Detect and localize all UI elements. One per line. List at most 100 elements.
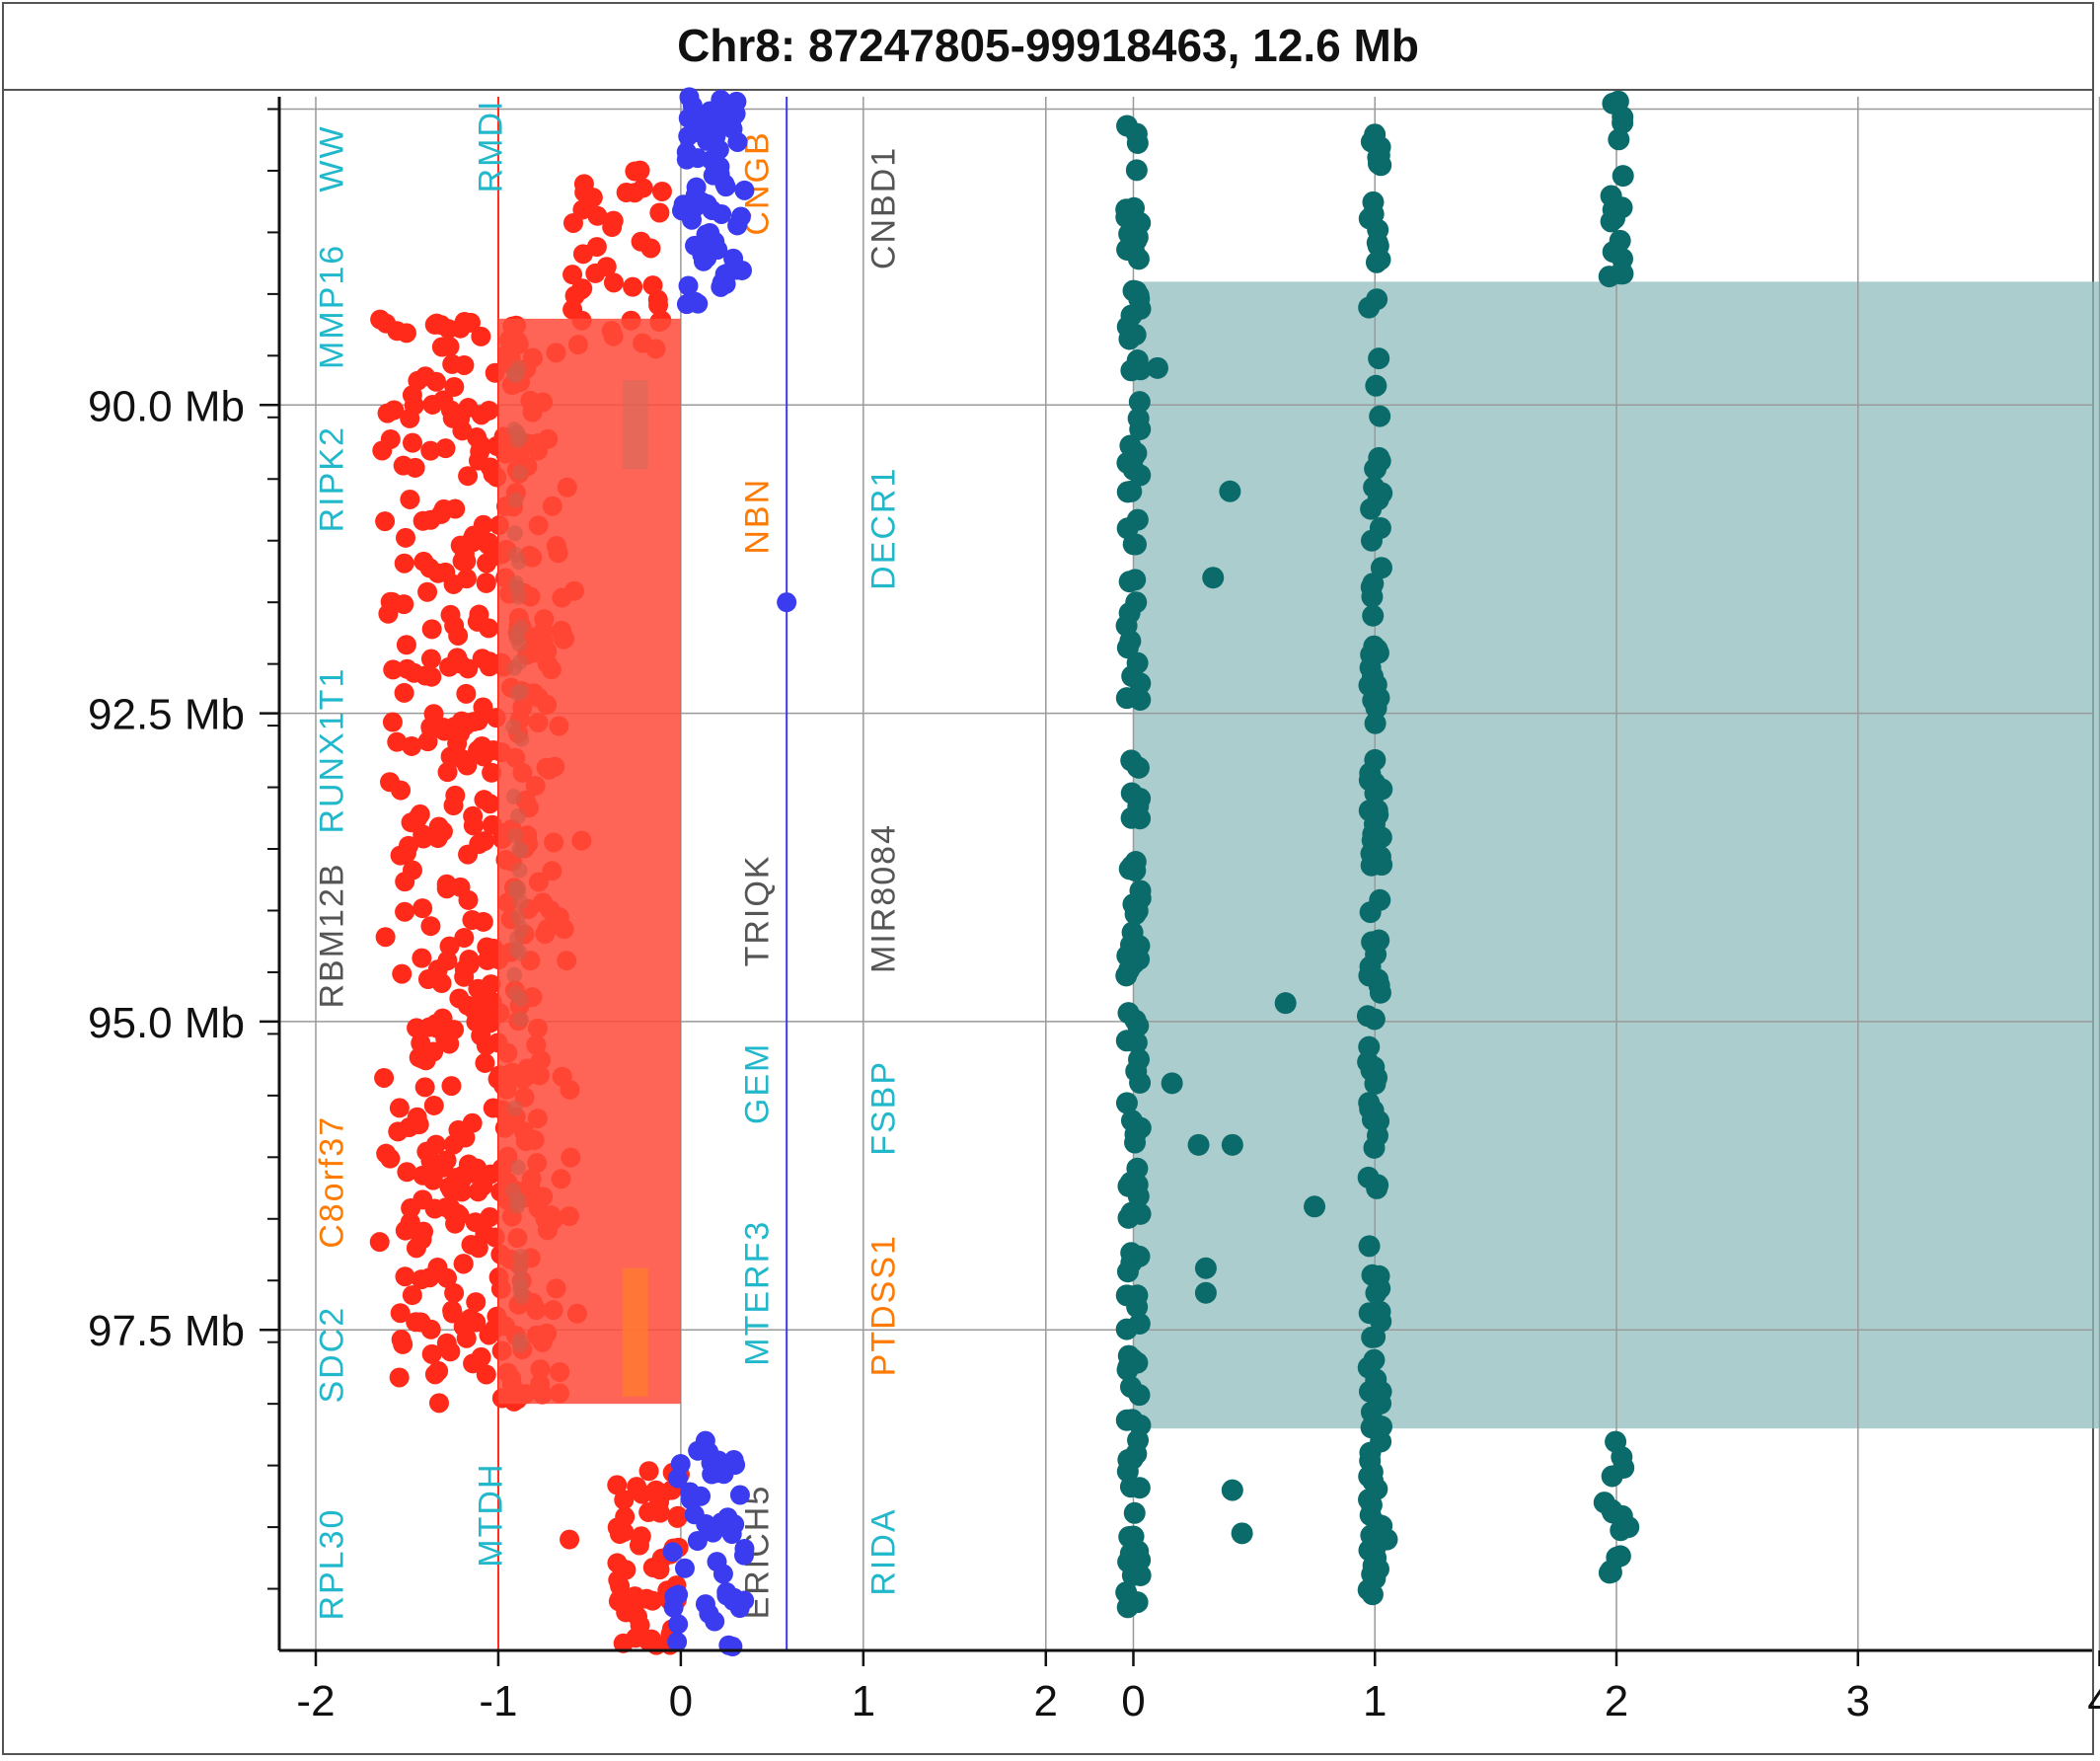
red-point xyxy=(627,1606,647,1627)
red-point xyxy=(406,1238,426,1259)
red-point xyxy=(631,1526,651,1547)
teal-point xyxy=(1359,901,1382,924)
red-point xyxy=(473,514,493,535)
x-tick-label: 3 xyxy=(1846,1677,1870,1725)
red-point xyxy=(509,364,526,381)
red-point xyxy=(507,492,524,508)
blue-point xyxy=(695,1430,715,1451)
red-point xyxy=(511,1332,528,1348)
red-point xyxy=(440,1341,461,1362)
red-point xyxy=(444,376,465,397)
red-point xyxy=(512,1261,529,1277)
blue-point xyxy=(711,89,731,110)
teal-point xyxy=(1363,1136,1386,1159)
red-point xyxy=(509,685,526,702)
red-point xyxy=(444,1282,465,1303)
teal-point xyxy=(1369,449,1391,472)
blue-point xyxy=(727,215,748,236)
red-point xyxy=(393,455,413,476)
red-point xyxy=(596,257,617,277)
red-point xyxy=(425,371,446,392)
red-point xyxy=(512,842,529,859)
red-point xyxy=(420,916,441,937)
blue-point xyxy=(707,1552,727,1572)
red-point xyxy=(374,1067,395,1088)
teal-point xyxy=(1368,929,1390,952)
red-point xyxy=(642,1590,663,1611)
red-point xyxy=(380,1148,401,1169)
teal-point xyxy=(1602,92,1624,115)
teal-point xyxy=(1161,1072,1183,1095)
blue-point xyxy=(712,272,733,293)
red-point xyxy=(420,649,441,669)
teal-point xyxy=(1361,665,1384,688)
teal-point xyxy=(1126,651,1149,674)
red-point xyxy=(406,1312,426,1333)
teal-point xyxy=(1363,1348,1386,1371)
teal-point xyxy=(1126,1174,1149,1196)
red-point xyxy=(402,432,422,453)
red-point xyxy=(450,409,471,429)
red-point xyxy=(445,1178,466,1198)
red-point xyxy=(376,313,397,334)
gene-label: MTDH xyxy=(473,1462,510,1567)
red-point xyxy=(375,511,396,532)
teal-point xyxy=(1122,1525,1145,1548)
blue-point xyxy=(726,260,747,280)
teal-point xyxy=(1359,956,1382,978)
red-point xyxy=(513,730,530,747)
x-tick-label: -2 xyxy=(296,1677,335,1725)
blue-point xyxy=(709,139,729,160)
red-point xyxy=(465,1212,486,1233)
red-point xyxy=(414,1077,435,1098)
red-point xyxy=(479,618,499,639)
red-point xyxy=(382,591,403,612)
teal-point xyxy=(1357,1578,1380,1601)
red-point xyxy=(402,1285,422,1306)
teal-point xyxy=(1362,573,1385,595)
red-point xyxy=(512,1011,529,1028)
red-point xyxy=(428,1393,449,1414)
red-point xyxy=(511,653,528,670)
red-point xyxy=(471,326,491,346)
red-point xyxy=(442,1300,463,1321)
red-point xyxy=(509,883,526,900)
red-point xyxy=(460,1308,481,1329)
teal-point xyxy=(1358,1539,1381,1562)
red-point xyxy=(412,824,433,845)
teal-point xyxy=(1125,122,1148,145)
blue-point xyxy=(734,1538,755,1559)
red-point xyxy=(608,1570,629,1590)
teal-point xyxy=(1608,128,1630,151)
red-point xyxy=(427,1257,448,1277)
teal-point xyxy=(1231,1522,1253,1545)
teal-point xyxy=(1362,604,1385,627)
gene-label: DECR1 xyxy=(864,467,902,590)
gene-label: CNBD1 xyxy=(864,146,902,269)
red-point xyxy=(388,1121,409,1142)
red-point xyxy=(456,1328,477,1348)
gene-label: FSBP xyxy=(864,1060,902,1156)
gene-label: RPL30 xyxy=(314,1508,351,1621)
teal-point xyxy=(1115,1284,1138,1307)
teal-point xyxy=(1125,442,1148,465)
red-point xyxy=(447,1203,468,1224)
red-point xyxy=(627,1477,647,1497)
blue-point xyxy=(674,1558,695,1578)
teal-point xyxy=(1124,1131,1147,1154)
red-point xyxy=(469,604,489,625)
red-point xyxy=(452,748,473,769)
red-point xyxy=(417,581,438,602)
teal-point xyxy=(1600,185,1622,207)
teal-point xyxy=(1122,279,1145,302)
teal-point xyxy=(1119,1376,1142,1399)
red-point xyxy=(382,712,403,732)
teal-point xyxy=(1117,1206,1140,1229)
gene-label: MMP16 xyxy=(314,244,351,369)
teal-point xyxy=(1128,948,1151,970)
x-tick-label: 1 xyxy=(852,1677,875,1725)
x-tick-label: -1 xyxy=(479,1677,517,1725)
blue-point xyxy=(678,275,699,296)
blue-point xyxy=(678,126,699,147)
blue-point xyxy=(702,1464,722,1485)
